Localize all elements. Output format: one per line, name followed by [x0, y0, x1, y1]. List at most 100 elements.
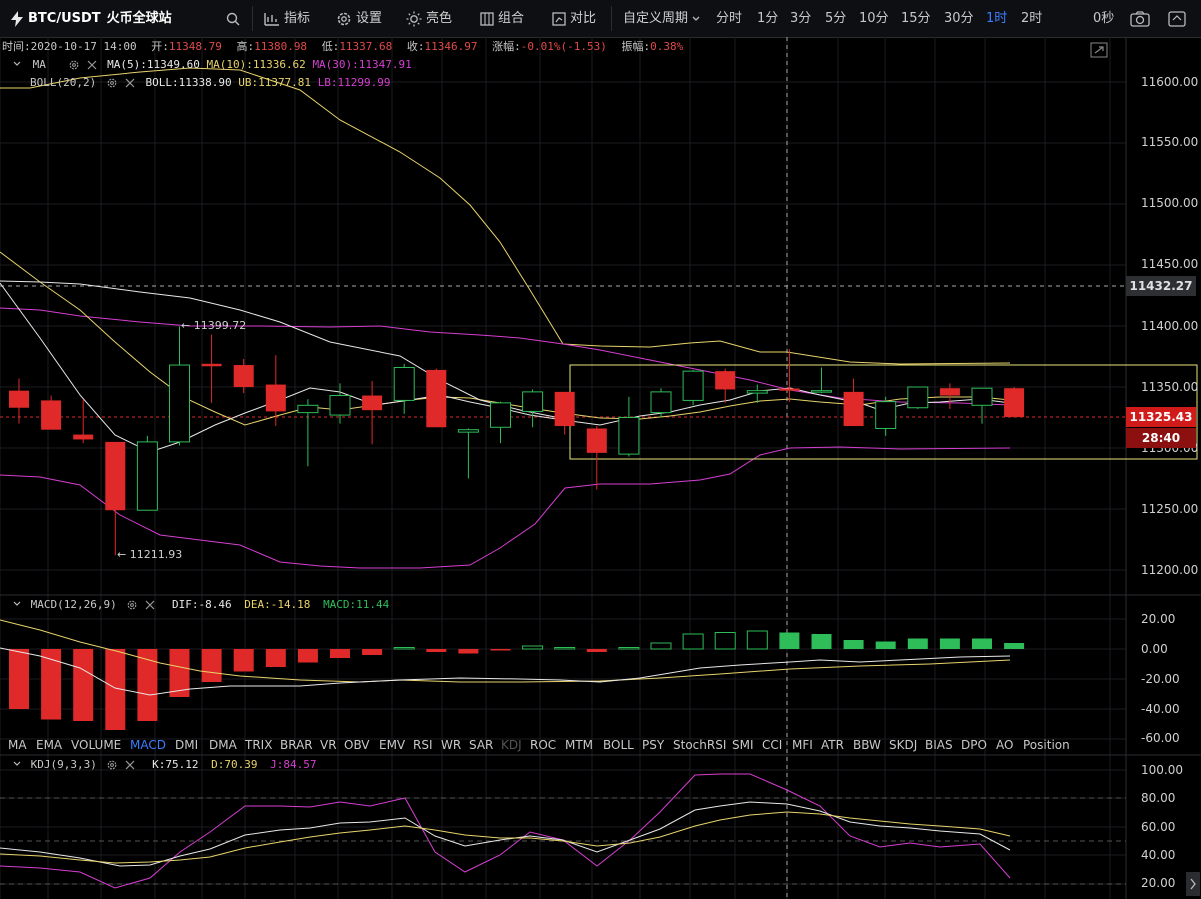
indicator-tab-cci[interactable]: CCI — [762, 738, 783, 752]
macd-dif-value: DIF:-8.46 — [171, 598, 232, 611]
macd-tick: 20.00 — [1141, 612, 1176, 626]
candle-body — [907, 386, 929, 409]
compare-button[interactable]: 对比 — [552, 0, 596, 37]
price-tick: 11500.00 — [1141, 196, 1199, 210]
collapse-icon[interactable] — [12, 60, 22, 68]
indicator-tab-dmi[interactable]: DMI — [175, 738, 199, 752]
indicator-tab-stochrsi[interactable]: StochRSI — [673, 738, 727, 752]
price-tick: 11400.00 — [1141, 319, 1199, 333]
price-tick: 11600.00 — [1141, 75, 1199, 89]
indicator-tab-ema[interactable]: EMA — [36, 738, 63, 752]
indicator-tab-psy[interactable]: PSY — [642, 738, 665, 752]
macd-bar — [73, 649, 94, 721]
kdj-j-line — [0, 773, 1011, 889]
indicator-tab-mfi[interactable]: MFI — [792, 738, 813, 752]
candle-body — [393, 366, 415, 401]
indicator-tab-skdj[interactable]: SKDJ — [889, 738, 918, 752]
fullscreen-button[interactable] — [1168, 0, 1190, 37]
indicator-tab-boll[interactable]: BOLL — [603, 738, 634, 752]
ma-long-line — [0, 280, 561, 419]
indicator-tab-dma[interactable]: DMA — [209, 738, 237, 752]
period-5m[interactable]: 5分 — [825, 11, 847, 26]
indicator-tab-mtm[interactable]: MTM — [565, 738, 594, 752]
indicator-tab-wr[interactable]: WR — [441, 738, 462, 752]
indicator-tab-position[interactable]: Position — [1023, 738, 1070, 752]
indicator-tab-rsi[interactable]: RSI — [413, 738, 433, 752]
ma10-value: MA(10):11336.62 — [206, 58, 306, 71]
scroll-right-button[interactable] — [1186, 872, 1200, 896]
theme-label: 亮色 — [426, 11, 453, 26]
close-icon[interactable] — [125, 760, 135, 770]
custom-period-dropdown[interactable]: 自定义周期 — [623, 0, 705, 37]
boll-upper-line — [0, 67, 1011, 365]
candle-body — [1004, 388, 1025, 417]
indicator-tab-atr[interactable]: ATR — [821, 738, 844, 752]
price-tick: 11350.00 — [1141, 380, 1199, 394]
screenshot-button[interactable] — [1130, 0, 1154, 37]
indicator-tab-smi[interactable]: SMI — [732, 738, 754, 752]
kdj-d-line — [0, 811, 1011, 864]
indicator-tab-trix[interactable]: TRIX — [245, 738, 273, 752]
close-icon[interactable] — [125, 78, 135, 88]
gear-icon[interactable] — [127, 600, 137, 610]
macd-bar — [330, 649, 350, 658]
theme-button[interactable]: 亮色 — [406, 0, 452, 37]
period-2h[interactable]: 2时 — [1021, 11, 1043, 26]
layout-button[interactable]: 组合 — [480, 0, 524, 37]
indicator-tab-emv[interactable]: EMV — [379, 738, 406, 752]
candle-body — [490, 402, 511, 428]
indicator-tab-bbw[interactable]: BBW — [853, 738, 881, 752]
indicator-tab-brar[interactable]: BRAR — [280, 738, 313, 752]
indicator-tab-ao[interactable]: AO — [996, 738, 1014, 752]
price-tick: 11550.00 — [1141, 135, 1199, 149]
period-timeline[interactable]: 分时 — [716, 11, 743, 26]
gear-icon[interactable] — [107, 78, 117, 88]
period-3m[interactable]: 3分 — [790, 11, 812, 26]
indicator-tab-macd[interactable]: MACD — [130, 738, 166, 752]
macd-bar — [554, 647, 576, 650]
expand-icon[interactable] — [1090, 42, 1108, 58]
indicator-tab-kdj[interactable]: KDJ — [501, 738, 522, 752]
last-price-tag: 11325.43 — [1126, 407, 1196, 427]
gear-icon[interactable] — [107, 760, 117, 770]
macd-bar — [1004, 643, 1025, 649]
indicator-tab-sar[interactable]: SAR — [469, 738, 494, 752]
info-bar: 时间:2020-10-17 14:00 开:11348.79 高:11380.9… — [2, 40, 683, 54]
macd-bar — [201, 649, 222, 682]
indicator-tab-dpo[interactable]: DPO — [961, 738, 987, 752]
macd-bar — [907, 638, 928, 649]
amplitude-label: 振幅: — [621, 40, 651, 53]
macd-bar — [843, 640, 864, 649]
period-10m[interactable]: 10分 — [859, 11, 889, 26]
indicator-tab-volume[interactable]: VOLUME — [71, 738, 122, 752]
period-15m[interactable]: 15分 — [901, 11, 931, 26]
indicator-tab-bias[interactable]: BIAS — [925, 738, 953, 752]
macd-legend: MACD(12,26,9) DIF:-8.46 DEA:-14.18 MACD:… — [12, 598, 389, 612]
gear-icon[interactable] — [69, 60, 79, 70]
candle-body — [971, 387, 993, 406]
indicator-tab-ma[interactable]: MA — [8, 738, 27, 752]
candle-body — [233, 365, 254, 387]
macd-tick: 0.00 — [1141, 642, 1168, 656]
period-1h[interactable]: 1时 — [986, 11, 1008, 26]
indicator-tab-obv[interactable]: OBV — [344, 738, 370, 752]
collapse-icon[interactable] — [12, 600, 22, 608]
period-30m[interactable]: 30分 — [944, 11, 974, 26]
macd-bar — [490, 649, 511, 651]
indicator-tab-vr[interactable]: VR — [320, 738, 337, 752]
close-icon[interactable] — [87, 60, 97, 70]
layout-label: 组合 — [498, 11, 525, 26]
kdj-tick: 20.00 — [1141, 876, 1176, 890]
candle-body — [362, 395, 383, 411]
chevron-down-icon — [692, 16, 700, 21]
settings-button[interactable]: 设置 — [336, 0, 382, 37]
macd-bar — [393, 647, 415, 650]
indicators-button[interactable]: 指标 — [264, 0, 310, 37]
search-button[interactable] — [226, 0, 244, 37]
close-icon[interactable] — [145, 600, 155, 610]
candle-body — [73, 434, 94, 440]
indicator-tab-roc[interactable]: ROC — [530, 738, 557, 752]
collapse-icon[interactable] — [12, 760, 22, 768]
period-1m[interactable]: 1分 — [757, 11, 779, 26]
